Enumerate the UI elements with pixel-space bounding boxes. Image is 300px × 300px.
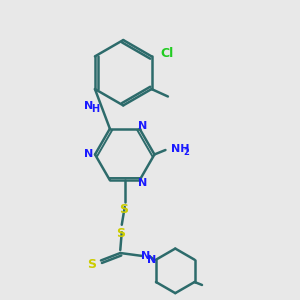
Text: NH: NH [171, 143, 189, 154]
Text: Cl: Cl [160, 47, 174, 60]
Text: N: N [84, 149, 94, 160]
Text: S: S [119, 202, 128, 215]
Text: N: N [84, 101, 94, 111]
Text: N: N [141, 251, 150, 261]
Text: N: N [138, 121, 147, 131]
Text: N: N [138, 178, 147, 188]
Text: S: S [116, 227, 125, 240]
Text: N: N [147, 255, 156, 265]
Text: S: S [88, 258, 97, 272]
Text: H: H [92, 104, 100, 114]
Text: 2: 2 [183, 148, 189, 158]
